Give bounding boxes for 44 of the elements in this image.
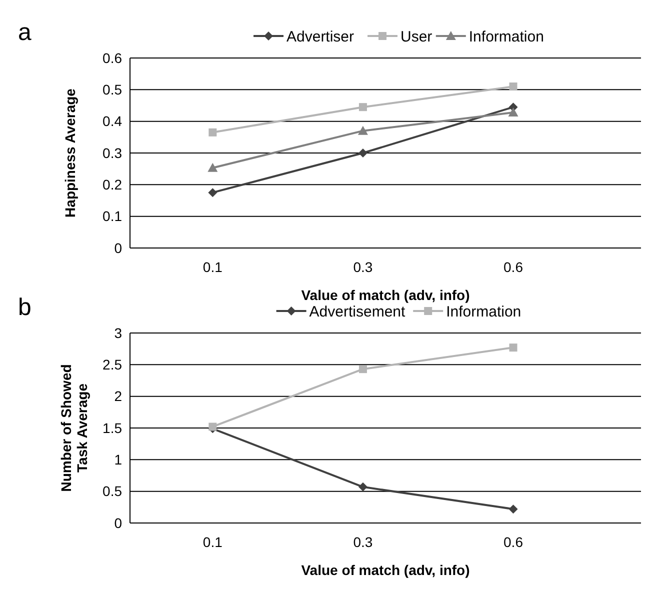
chart-title: b: [18, 294, 32, 321]
y-tick-label: 0: [114, 240, 122, 256]
point: [509, 344, 518, 352]
point: [358, 148, 368, 158]
point: [208, 128, 217, 136]
y-tick-label: 0.2: [102, 176, 122, 193]
x-tick-label: 0.6: [504, 259, 524, 275]
y-tick-label: 0.1: [102, 208, 122, 224]
x-tick-label: 0.3: [353, 534, 373, 550]
y-tick-label: 0: [114, 514, 122, 531]
legend-label: User: [400, 28, 432, 46]
legend-label: Information: [468, 28, 544, 46]
y-tick-label: 0.6: [102, 50, 122, 66]
chart-title: a: [18, 19, 32, 46]
x-tick-label: 0.1: [202, 534, 223, 550]
legend-label: Advertiser: [286, 28, 354, 46]
y-tick-label: 0.3: [102, 144, 122, 161]
point: [508, 107, 518, 116]
legend-label: Advertisement: [309, 303, 406, 320]
x-tick-label: 0.1: [202, 259, 223, 275]
x-axis-title: Value of match (adv, info): [301, 287, 470, 303]
y-tick-label: 0.4: [102, 113, 122, 130]
y-tick-label: 2.5: [102, 356, 122, 373]
y-tick-label: 0.5: [102, 483, 122, 500]
point: [509, 82, 518, 90]
legend-label: Information: [446, 303, 522, 320]
point: [358, 126, 368, 135]
y-tick-label: 3: [114, 324, 122, 341]
point: [208, 188, 218, 198]
y-tick-label: 1: [114, 452, 122, 468]
x-tick-label: 0.3: [353, 259, 373, 275]
y-axis-title: Happiness Average: [62, 88, 78, 218]
point: [358, 103, 367, 112]
point: [358, 482, 368, 492]
x-axis-title: Value of match (adv, info): [301, 562, 470, 578]
y-tick-label: 0.5: [102, 82, 122, 98]
y-tick-label: 2: [114, 388, 122, 404]
y-axis-title: Number of Showed Task Average: [58, 364, 90, 492]
point: [208, 422, 217, 431]
x-tick-label: 0.6: [504, 534, 524, 550]
point: [358, 365, 367, 374]
point: [508, 504, 518, 514]
y-tick-label: 1.5: [102, 420, 122, 436]
point: [208, 162, 218, 172]
